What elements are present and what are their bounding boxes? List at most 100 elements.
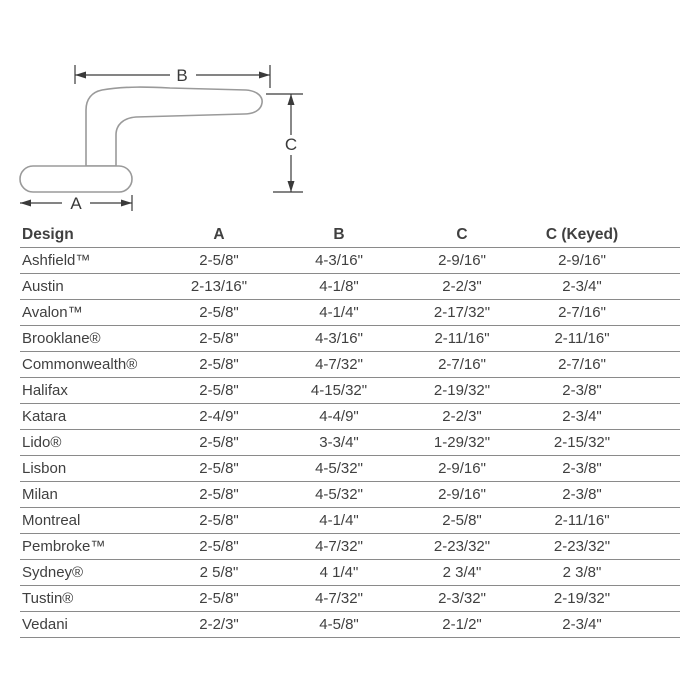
table-row: Montreal 2-5/8" 4-1/4" 2-5/8" 2-11/16" xyxy=(20,507,680,534)
dimension-value-cell: 3-3/4" xyxy=(278,429,400,456)
dimension-value-cell: 2-5/8" xyxy=(160,247,278,274)
dimension-value-cell: 4-7/32" xyxy=(278,533,400,560)
dimension-value-cell: 2-11/16" xyxy=(524,325,680,352)
dimension-label-a: A xyxy=(70,194,82,213)
dimension-value-cell: 2-2/3" xyxy=(400,403,524,430)
dimension-value-cell: 2-5/8" xyxy=(160,533,278,560)
table-row: Lisbon 2-5/8" 4-5/32" 2-9/16" 2-3/8" xyxy=(20,455,680,482)
table-row: Ashfield™ 2-5/8" 4-3/16" 2-9/16" 2-9/16" xyxy=(20,247,680,274)
dimension-value-cell: 2-13/16" xyxy=(160,273,278,300)
dimension-value-cell: 2-2/3" xyxy=(400,273,524,300)
design-name-cell: Milan xyxy=(20,481,160,508)
header-c-keyed: C (Keyed) xyxy=(524,222,680,248)
dimension-value-cell: 2-5/8" xyxy=(160,325,278,352)
table-row: Halifax 2-5/8" 4-15/32" 2-19/32" 2-3/8" xyxy=(20,377,680,404)
design-name-cell: Halifax xyxy=(20,377,160,404)
dimension-value-cell: 4-7/32" xyxy=(278,351,400,378)
dimension-value-cell: 2-7/16" xyxy=(400,351,524,378)
dimension-value-cell: 1-29/32" xyxy=(400,429,524,456)
dimension-value-cell: 2 3/8" xyxy=(524,559,680,586)
spec-table-body: Ashfield™ 2-5/8" 4-3/16" 2-9/16" 2-9/16" Aust… xyxy=(20,247,680,638)
lever-drawing xyxy=(19,86,263,193)
lever-rose-outline xyxy=(19,165,133,193)
table-row: Avalon™ 2-5/8" 4-1/4" 2-17/32" 2-7/16" xyxy=(20,299,680,326)
dimension-value-cell: 2-7/16" xyxy=(524,351,680,378)
dimension-value-cell: 2-19/32" xyxy=(400,377,524,404)
dimension-value-cell: 2-3/4" xyxy=(524,611,680,638)
header-b: B xyxy=(278,222,400,248)
dimension-value-cell: 2-5/8" xyxy=(160,585,278,612)
dimension-value-cell: 4-4/9" xyxy=(278,403,400,430)
dimension-value-cell: 4-5/32" xyxy=(278,481,400,508)
header-design: Design xyxy=(20,222,160,248)
header-a: A xyxy=(160,222,278,248)
table-row: Sydney® 2 5/8" 4 1/4" 2 3/4" 2 3/8" xyxy=(20,559,680,586)
dimension-value-cell: 2-5/8" xyxy=(400,507,524,534)
dimension-value-cell: 2-11/16" xyxy=(524,507,680,534)
dimension-value-cell: 2-3/4" xyxy=(524,403,680,430)
dimension-value-cell: 4 1/4" xyxy=(278,559,400,586)
design-name-cell: Tustin® xyxy=(20,585,160,612)
dimension-value-cell: 4-5/32" xyxy=(278,455,400,482)
dimension-value-cell: 2-3/8" xyxy=(524,377,680,404)
dimension-value-cell: 2-15/32" xyxy=(524,429,680,456)
dimension-label-b: B xyxy=(176,66,187,85)
design-name-cell: Ashfield™ xyxy=(20,247,160,274)
design-name-cell: Avalon™ xyxy=(20,299,160,326)
dimension-label-c: C xyxy=(285,135,297,154)
table-row: Milan 2-5/8" 4-5/32" 2-9/16" 2-3/8" xyxy=(20,481,680,508)
dimension-value-cell: 2-5/8" xyxy=(160,455,278,482)
table-row: Vedani 2-2/3" 4-5/8" 2-1/2" 2-3/4" xyxy=(20,611,680,638)
dimension-value-cell: 2-23/32" xyxy=(400,533,524,560)
table-row: Austin 2-13/16" 4-1/8" 2-2/3" 2-3/4" xyxy=(20,273,680,300)
table-row: Pembroke™ 2-5/8" 4-7/32" 2-23/32" 2-23/32" xyxy=(20,533,680,560)
dimension-value-cell: 2 5/8" xyxy=(160,559,278,586)
design-name-cell: Lisbon xyxy=(20,455,160,482)
dimension-arrows xyxy=(20,71,295,207)
dimension-value-cell: 2-3/32" xyxy=(400,585,524,612)
table-row: Lido® 2-5/8" 3-3/4" 1-29/32" 2-15/32" xyxy=(20,429,680,456)
dimension-value-cell: 2-19/32" xyxy=(524,585,680,612)
dimension-value-cell: 2-5/8" xyxy=(160,377,278,404)
lever-dimension-diagram: B C A xyxy=(19,65,303,213)
design-name-cell: Austin xyxy=(20,273,160,300)
dimension-value-cell: 4-7/32" xyxy=(278,585,400,612)
dimension-value-cell: 2-3/8" xyxy=(524,481,680,508)
dimension-value-cell: 2-3/8" xyxy=(524,455,680,482)
dimension-value-cell: 2-1/2" xyxy=(400,611,524,638)
design-name-cell: Brooklane® xyxy=(20,325,160,352)
dimension-value-cell: 4-1/4" xyxy=(278,299,400,326)
dimension-value-cell: 2-9/16" xyxy=(400,247,524,274)
table-row: Commonwealth® 2-5/8" 4-7/32" 2-7/16" 2-7/16" xyxy=(20,351,680,378)
dimension-value-cell: 4-5/8" xyxy=(278,611,400,638)
dimension-value-cell: 2-23/32" xyxy=(524,533,680,560)
dimension-value-cell: 2-5/8" xyxy=(160,507,278,534)
design-name-cell: Pembroke™ xyxy=(20,533,160,560)
table-row: Tustin® 2-5/8" 4-7/32" 2-3/32" 2-19/32" xyxy=(20,585,680,612)
dimension-value-cell: 2 3/4" xyxy=(400,559,524,586)
dimension-value-cell: 2-5/8" xyxy=(160,299,278,326)
table-row: Brooklane® 2-5/8" 4-3/16" 2-11/16" 2-11/16" xyxy=(20,325,680,352)
dimension-value-cell: 2-17/32" xyxy=(400,299,524,326)
dimension-value-cell: 4-3/16" xyxy=(278,325,400,352)
dimension-value-cell: 2-2/3" xyxy=(160,611,278,638)
dimension-value-cell: 2-4/9" xyxy=(160,403,278,430)
design-name-cell: Lido® xyxy=(20,429,160,456)
design-name-cell: Montreal xyxy=(20,507,160,534)
table-row: Katara 2-4/9" 4-4/9" 2-2/3" 2-3/4" xyxy=(20,403,680,430)
design-name-cell: Sydney® xyxy=(20,559,160,586)
dimension-value-cell: 2-3/4" xyxy=(524,273,680,300)
dimension-value-cell: 2-5/8" xyxy=(160,429,278,456)
dimension-value-cell: 4-3/16" xyxy=(278,247,400,274)
dimension-value-cell: 2-9/16" xyxy=(524,247,680,274)
dimension-value-cell: 2-11/16" xyxy=(400,325,524,352)
design-name-cell: Commonwealth® xyxy=(20,351,160,378)
table-header-row: Design A B C C (Keyed) xyxy=(20,222,680,248)
dimension-value-cell: 4-15/32" xyxy=(278,377,400,404)
lever-handle-outline xyxy=(85,86,263,167)
dimension-value-cell: 2-7/16" xyxy=(524,299,680,326)
dimension-value-cell: 4-1/4" xyxy=(278,507,400,534)
spec-table: Design A B C C (Keyed) Ashfield™ 2-5/8" 4-… xyxy=(20,222,680,638)
dimension-value-cell: 2-9/16" xyxy=(400,481,524,508)
